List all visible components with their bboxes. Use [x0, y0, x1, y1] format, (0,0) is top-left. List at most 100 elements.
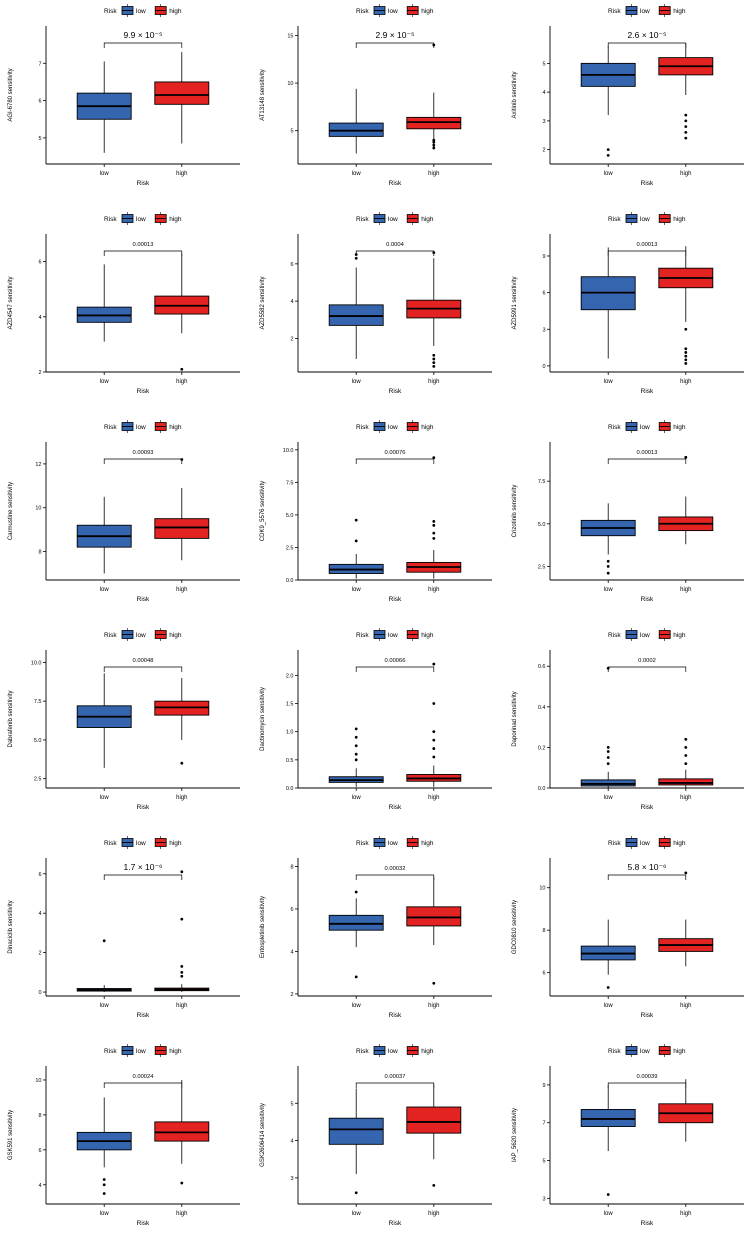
x-axis: low high [46, 579, 240, 593]
legend-key-high: high [406, 4, 434, 17]
outlier-point [432, 747, 436, 750]
y-tick-label: 3 [290, 1176, 293, 1182]
outlier-point [606, 564, 610, 568]
y-axis-label: Axitinib sensitivity [512, 71, 518, 118]
boxplot-chart: Risk low high 0.0002 0.0 0.2 0.4 0.6 Daporinad s… [512, 628, 744, 811]
outlier-point [180, 761, 184, 765]
outlier-point [684, 136, 688, 140]
x-tick-label: low [100, 379, 110, 385]
box-high [658, 455, 714, 545]
boxplot-chart: Risk low high 0.00048 2.5 5.0 7.5 10.0 Dabrafeni… [8, 628, 240, 811]
outlier-point [354, 744, 358, 748]
legend-label: low [136, 1048, 146, 1055]
legend-key-high: high [658, 836, 686, 849]
boxplot-chart: Risk low high 2.9 × 10⁻⁵ 5 10 15 AT13148 sensit… [260, 4, 492, 187]
box-low [328, 518, 384, 579]
significance-bracket [607, 458, 687, 464]
boxplot-cell: Risk low high 0.00066 0.0 0.5 1.0 1.5 2.0 Dactino… [252, 624, 504, 832]
legend-label: low [136, 424, 146, 431]
legend-label: high [169, 1048, 182, 1055]
legend-key-high: high [658, 628, 686, 641]
outlier-point [354, 727, 358, 731]
outlier-point [684, 354, 688, 358]
box-low [580, 919, 636, 989]
outlier-point [684, 125, 688, 129]
y-tick-label: 6 [542, 291, 545, 297]
boxplot-chart: Risk low high 0.00039 3 5 7 9 IAP_5620 sensitivi… [512, 1044, 744, 1227]
outlier-point [432, 138, 436, 142]
y-axis-label: GSK591 sensitivity [8, 1110, 14, 1160]
y-tick-label: 8 [38, 1113, 41, 1119]
legend: Risk low high [608, 420, 686, 433]
y-tick-label: 8 [290, 864, 293, 870]
legend: Risk low high [356, 1044, 434, 1057]
x-tick-label: low [352, 171, 362, 177]
y-tick-label: 0.0 [538, 786, 546, 792]
pvalue-label: 0.00024 [133, 1074, 155, 1080]
legend-key-low: low [121, 836, 146, 849]
legend-label: high [421, 1048, 434, 1055]
legend-label: low [388, 216, 398, 223]
x-axis: low high [550, 787, 744, 801]
legend-label: high [421, 632, 434, 639]
outlier-point [102, 1178, 106, 1181]
x-tick-label: high [428, 587, 439, 593]
y-tick-label: 7.5 [34, 699, 42, 705]
x-axis: low high [298, 787, 492, 801]
legend-label: high [673, 8, 686, 15]
x-tick-label: high [176, 379, 187, 385]
outlier-point [180, 917, 184, 921]
legend-key-high: high [658, 212, 686, 225]
y-tick-label: 7.5 [538, 479, 546, 485]
boxplot-chart: Risk low high 2.6 × 10⁻⁵ 2 3 4 5 Axitinib sensit… [512, 4, 744, 187]
outlier-point [606, 986, 610, 989]
legend-label: high [169, 424, 182, 431]
legend-label: high [421, 424, 434, 431]
legend-label: low [388, 8, 398, 15]
pvalue-label: 0.00013 [133, 242, 154, 248]
y-tick-label: 6 [38, 260, 41, 266]
x-axis: low high [46, 371, 240, 385]
y-tick-label: 8 [542, 928, 545, 934]
legend-title: Risk [608, 216, 621, 223]
boxplot-cell: Risk low high 0.00048 2.5 5.0 7.5 10.0 Dabrafeni… [0, 624, 252, 832]
x-tick-label: high [680, 1003, 691, 1009]
x-axis: low high [298, 1203, 492, 1217]
box-high [154, 253, 210, 371]
outlier-point [432, 755, 436, 759]
y-axis: 0.0 0.5 1.0 1.5 2.0 [286, 650, 299, 792]
boxplot-chart: Risk low high 0.00032 2 4 6 8 Entospletinib sens… [260, 836, 492, 1019]
significance-bracket [103, 250, 183, 256]
box-low [580, 666, 636, 788]
pvalue-label: 0.00076 [385, 450, 406, 456]
outlier-point [354, 890, 358, 894]
legend-title: Risk [104, 1048, 117, 1055]
pvalue-label: 0.00037 [385, 1074, 406, 1080]
box-high [406, 662, 462, 787]
x-tick-label: high [680, 379, 691, 385]
x-axis-label: Risk [389, 596, 402, 603]
pvalue-label: 0.00013 [637, 450, 658, 456]
pvalue-label: 0.00039 [637, 1074, 658, 1080]
y-tick-label: 6 [290, 262, 293, 268]
legend-key-high: high [406, 1044, 434, 1057]
legend-label: low [640, 8, 650, 15]
significance-bracket [355, 666, 435, 672]
outlier-point [102, 1183, 106, 1187]
outlier-point [432, 357, 436, 361]
outlier-point [354, 539, 358, 543]
outlier-point [684, 130, 688, 134]
legend: Risk low high [104, 1044, 182, 1057]
box-high [154, 870, 210, 993]
outlier-point [684, 358, 688, 362]
outlier-point [606, 666, 610, 670]
y-tick-label: 8 [38, 550, 41, 556]
y-axis: 0 3 6 9 [542, 234, 551, 372]
y-tick-label: 4 [542, 90, 545, 96]
legend: Risk low high [104, 4, 182, 17]
x-tick-label: high [428, 379, 439, 385]
outlier-point [684, 362, 688, 365]
y-tick-label: 6 [38, 99, 41, 105]
pvalue-label: 0.0004 [386, 242, 405, 248]
legend-label: low [136, 632, 146, 639]
